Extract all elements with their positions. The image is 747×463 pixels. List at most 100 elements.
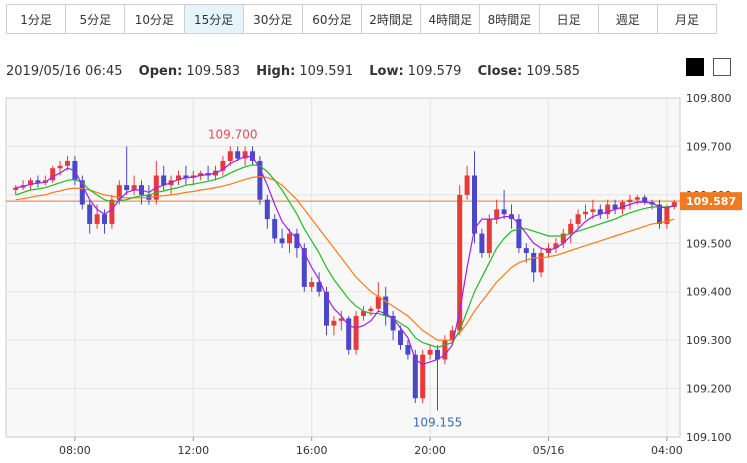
- candle-body: [353, 315, 359, 350]
- tab-11[interactable]: 月足: [657, 5, 717, 33]
- y-tick-label: 109.700: [686, 140, 732, 153]
- candle-body: [568, 223, 574, 234]
- tab-7[interactable]: 4時間足: [421, 5, 481, 33]
- candle-body: [531, 252, 537, 273]
- candle-body: [516, 219, 522, 249]
- candle-body: [575, 214, 581, 224]
- plot-area: [5, 97, 681, 438]
- candle-body: [124, 185, 130, 191]
- candle-body: [35, 180, 41, 183]
- candle-body: [242, 151, 248, 159]
- candle-body: [375, 296, 381, 309]
- candle-body: [338, 318, 344, 321]
- tab-2[interactable]: 10分足: [125, 5, 185, 33]
- tab-0[interactable]: 1分足: [7, 5, 67, 33]
- candle-body: [412, 354, 418, 399]
- candle-body: [176, 175, 181, 181]
- candle-body: [50, 168, 56, 181]
- candle-body: [287, 233, 292, 244]
- candle-body: [116, 185, 122, 200]
- open-value: 109.583: [186, 64, 241, 79]
- candle-body: [250, 151, 255, 161]
- candle-body: [361, 311, 366, 316]
- candle-body: [634, 197, 640, 200]
- x-tick-label: 08:00: [59, 444, 91, 457]
- candle-body: [161, 175, 167, 186]
- candle-body: [449, 330, 455, 341]
- current-price-tag: [680, 192, 742, 211]
- candle-body: [324, 291, 329, 326]
- timeframe-tabs: 1分足 5分足 10分足 15分足 30分足 60分足 2時間足 4時間足 8時間足 日足 週足 月足: [6, 4, 717, 34]
- close-value: 109.585: [526, 64, 581, 79]
- candle-body: [331, 320, 337, 326]
- candle-body: [664, 206, 670, 224]
- y-tick-label: 109.200: [686, 383, 732, 396]
- ma-long-line: [15, 175, 675, 341]
- tab-4[interactable]: 30分足: [243, 5, 303, 33]
- tab-6[interactable]: 2時間足: [362, 5, 422, 33]
- x-tick-label: 16:00: [296, 444, 328, 457]
- candle-body: [427, 349, 433, 355]
- candle-body: [671, 202, 677, 207]
- candle-body: [102, 214, 107, 224]
- light-theme-button[interactable]: [713, 58, 731, 76]
- ma-mid-line: [15, 164, 675, 349]
- candle-body: [227, 151, 233, 161]
- candle-body: [309, 282, 315, 287]
- candle-body: [642, 197, 648, 203]
- y-tick-label: 109.300: [686, 334, 732, 347]
- x-tick-label: 05/16: [533, 444, 565, 457]
- current-price-label: 109.587: [686, 195, 736, 208]
- candle-body: [294, 233, 300, 249]
- candle-body: [442, 340, 448, 360]
- candle-body: [65, 160, 70, 166]
- x-tick-label: 04:00: [651, 444, 683, 457]
- close-label: Close:: [477, 64, 523, 79]
- tab-10[interactable]: 週足: [598, 5, 658, 33]
- dark-theme-button[interactable]: [686, 58, 704, 76]
- candle-body: [479, 233, 485, 253]
- candle-body: [390, 315, 396, 331]
- candle-body: [94, 214, 100, 224]
- y-tick-label: 109.800: [686, 92, 732, 105]
- tab-3[interactable]: 15分足: [184, 5, 244, 33]
- candle-body: [657, 204, 662, 224]
- candle-body: [264, 199, 270, 220]
- candle-body: [398, 330, 403, 345]
- low-value: 109.579: [407, 64, 462, 79]
- y-tick-label: 109.100: [686, 431, 732, 444]
- candle-body: [279, 238, 285, 244]
- x-tick-label: 12:00: [177, 444, 209, 457]
- ma-short-line: [15, 155, 675, 366]
- candle-body: [368, 308, 374, 312]
- candle-body: [583, 211, 588, 215]
- candle-body: [486, 219, 492, 253]
- candle-body: [235, 151, 241, 159]
- y-tick-label: 109.400: [686, 286, 732, 299]
- candle-body: [620, 202, 625, 210]
- candle-body: [13, 187, 19, 191]
- candle-body: [605, 204, 611, 215]
- candle-body: [28, 180, 33, 186]
- tab-1[interactable]: 5分足: [66, 5, 126, 33]
- tab-8[interactable]: 8時間足: [480, 5, 540, 33]
- ohlc-info: 2019/05/16 06:45 Open: 109.583 High: 109.5…: [6, 64, 580, 79]
- candle-body: [405, 344, 411, 355]
- candle-body: [131, 185, 137, 191]
- candle-body: [383, 296, 389, 316]
- tab-9[interactable]: 日足: [539, 5, 599, 33]
- candle-body: [420, 354, 426, 399]
- candle-body: [301, 248, 307, 287]
- candle-body: [316, 282, 322, 292]
- candle-body: [272, 219, 278, 239]
- high-annotation: 109.700: [208, 127, 258, 141]
- candle-body: [457, 194, 463, 331]
- tab-5[interactable]: 60分足: [302, 5, 363, 33]
- candle-body: [198, 173, 204, 176]
- candle-body: [79, 180, 85, 205]
- candle-body: [553, 243, 559, 249]
- candle-body: [590, 209, 596, 212]
- candle-body: [435, 349, 440, 360]
- candle-body: [220, 160, 226, 171]
